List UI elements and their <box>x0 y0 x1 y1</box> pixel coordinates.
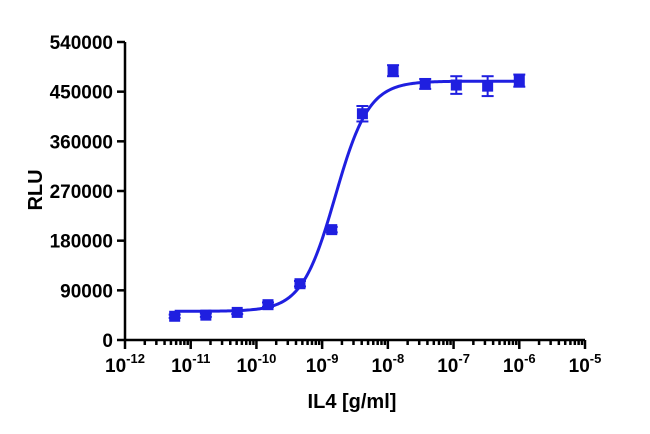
data-point <box>169 310 181 322</box>
data-point <box>513 75 525 87</box>
x-tick-label-base: 10 <box>105 356 126 377</box>
x-tick-label-exponent: -10 <box>258 351 277 366</box>
data-point <box>450 79 462 91</box>
data-point <box>356 108 368 120</box>
x-axis-title: IL4 [g/ml] <box>308 391 397 413</box>
x-tick-label: 10-6 <box>503 351 536 377</box>
y-tick-label: 180000 <box>50 232 113 253</box>
x-tick-label-base: 10 <box>372 356 393 377</box>
fit-curve <box>174 79 520 313</box>
x-tick-label-base: 10 <box>569 356 590 377</box>
x-tick-label-exponent: -9 <box>327 351 339 366</box>
y-axis-title: RLU <box>25 169 47 210</box>
x-tick-label-exponent: -8 <box>393 351 405 366</box>
x-tick-label-exponent: -11 <box>192 351 210 366</box>
x-tick-label: 10-12 <box>105 351 145 377</box>
y-tick-label: 360000 <box>50 132 113 153</box>
x-tick-label: 10-11 <box>171 351 210 377</box>
x-tick-label: 10-8 <box>372 351 405 377</box>
plot-area <box>168 64 526 322</box>
x-tick-label: 10-7 <box>437 351 470 377</box>
data-point <box>231 306 243 318</box>
x-tick-label: 10-10 <box>236 351 276 377</box>
x-tick-label-base: 10 <box>437 356 458 377</box>
x-tick-label-base: 10 <box>306 356 327 377</box>
data-point <box>419 78 431 90</box>
y-tick-label: 540000 <box>50 33 113 54</box>
data-point <box>262 299 274 311</box>
x-tick-label-base: 10 <box>503 356 524 377</box>
data-point <box>482 80 494 92</box>
x-tick-label-base: 10 <box>236 356 257 377</box>
x-tick-label-exponent: -12 <box>126 351 145 366</box>
y-tick-label: 0 <box>102 331 113 352</box>
x-tick-label-exponent: -6 <box>524 351 536 366</box>
data-point <box>200 309 212 321</box>
axes: 09000018000027000036000045000054000010-1… <box>50 33 602 377</box>
x-tick-label-exponent: -5 <box>590 351 602 366</box>
data-point <box>326 224 338 236</box>
data-point <box>294 278 306 290</box>
x-tick-label-base: 10 <box>171 356 192 377</box>
x-tick-label: 10-5 <box>569 351 602 377</box>
y-tick-label: 270000 <box>50 182 113 203</box>
x-tick-label-exponent: -7 <box>458 351 470 366</box>
x-tick-label: 10-9 <box>306 351 339 377</box>
data-point <box>387 65 399 77</box>
y-tick-label: 450000 <box>50 83 113 104</box>
y-tick-label: 90000 <box>60 281 113 302</box>
